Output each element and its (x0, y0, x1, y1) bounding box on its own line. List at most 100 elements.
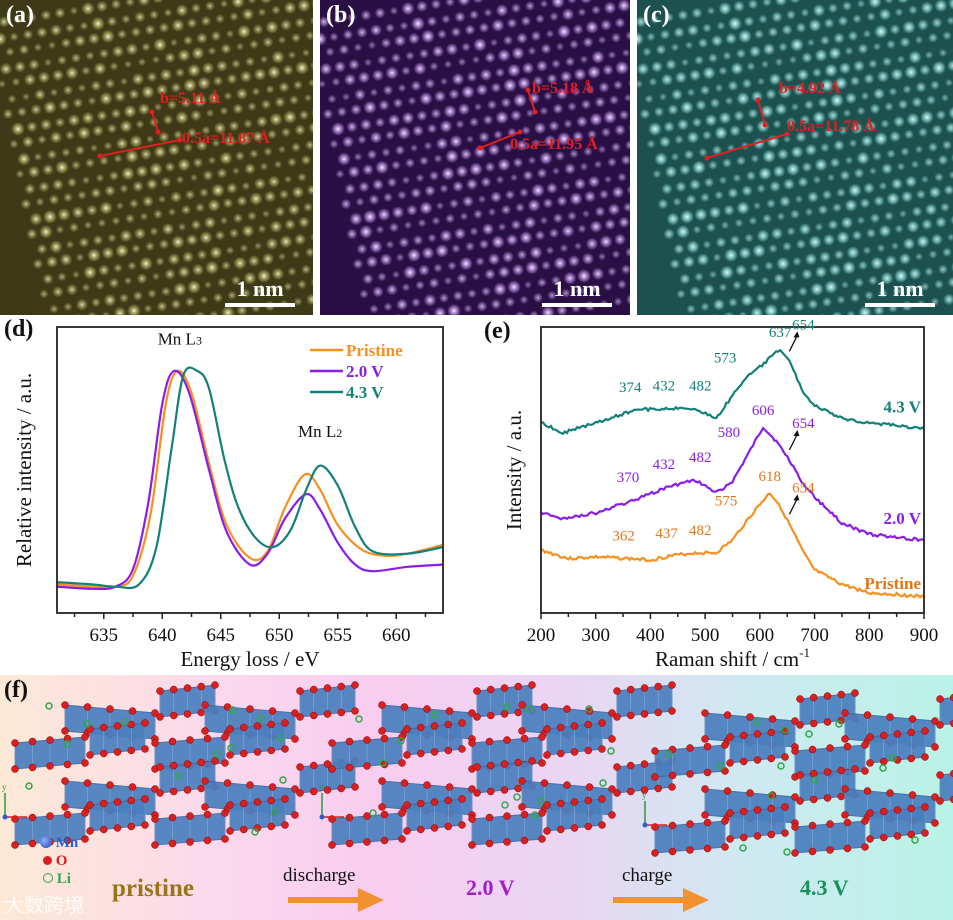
atom-column (856, 106, 866, 116)
o-atom (893, 806, 902, 814)
o-atom (378, 803, 386, 811)
o-atom (127, 822, 135, 831)
atom-column (824, 280, 838, 294)
atom-column (329, 32, 339, 42)
o-atom (63, 810, 72, 819)
atom-column (297, 172, 307, 182)
atom-column (110, 0, 122, 10)
atom-column (600, 19, 612, 31)
atom-column (823, 127, 835, 138)
atom-column (483, 8, 493, 18)
atom-column (409, 143, 419, 153)
o-atom (921, 753, 929, 761)
atom-column (878, 288, 888, 298)
atom-column (363, 209, 377, 224)
atom-column (639, 108, 651, 120)
atom-column (236, 304, 248, 315)
atom-column (587, 175, 601, 188)
o-atom (726, 835, 734, 843)
atom-column (277, 252, 287, 261)
atom-column (789, 0, 801, 4)
o-atom (866, 835, 874, 843)
atom-column (329, 139, 339, 149)
atom-column (727, 187, 739, 199)
atom-column (125, 213, 135, 224)
atom-column (711, 313, 719, 315)
atom-column (341, 92, 351, 101)
li-atom (835, 720, 843, 728)
atom-column (603, 1, 617, 15)
atom-column (665, 58, 677, 71)
atom-column (49, 88, 59, 97)
atom-column (898, 252, 912, 265)
atom-column (57, 272, 67, 282)
atom-column (145, 135, 155, 144)
arrow-head (532, 109, 538, 115)
atom-column (827, 219, 839, 231)
o-atom (514, 682, 522, 691)
atom-column (782, 241, 792, 252)
o-atom (701, 709, 709, 717)
atom-column (389, 6, 399, 16)
atom-column (97, 218, 107, 228)
atom-column (30, 103, 42, 116)
atom-column (429, 61, 439, 71)
atom-column (561, 224, 575, 238)
atom-column (393, 34, 407, 47)
o-atom (83, 703, 92, 711)
y-axis-letter: y (319, 782, 324, 792)
o-atom (514, 708, 522, 717)
atom-column (493, 129, 503, 140)
atom-column (459, 256, 473, 271)
atom-column (906, 284, 916, 294)
atom-column (439, 183, 449, 194)
o-atom (936, 771, 944, 779)
o-atom (598, 745, 606, 753)
atom-column (807, 298, 819, 310)
atom-column (892, 286, 902, 296)
atom-column (765, 88, 777, 100)
atom-column (924, 157, 934, 168)
atom-column (532, 292, 544, 303)
atom-column (266, 129, 278, 140)
atom-column (394, 145, 406, 156)
atom-column (241, 288, 251, 298)
atom-column (399, 21, 409, 31)
atom-column (259, 55, 269, 64)
atom-column (872, 42, 882, 51)
atom-column (99, 155, 109, 166)
atom-column (559, 243, 569, 253)
atom-column (703, 177, 715, 188)
atom-column (920, 175, 930, 184)
atom-column (71, 160, 81, 171)
o-atom (363, 838, 371, 846)
o-atom (310, 685, 318, 694)
atom-column (33, 43, 43, 52)
o-atom (563, 781, 571, 789)
scale-bar-line (225, 303, 295, 307)
o-atom (543, 751, 551, 759)
atom-column (893, 115, 905, 128)
atom-column (367, 41, 377, 50)
atom-column (673, 26, 685, 39)
atom-column (555, 87, 569, 100)
atom-column (158, 239, 170, 250)
atom-column (823, 17, 835, 29)
atom-column (63, 302, 73, 312)
atom-column (617, 172, 627, 182)
atom-column (372, 178, 384, 191)
atom-column (40, 118, 52, 131)
atom-column (290, 142, 302, 153)
atom-column (113, 263, 123, 273)
atom-column (863, 182, 875, 194)
atom-column (937, 154, 949, 166)
atom-column (356, 26, 368, 39)
atom-column (90, 187, 102, 199)
atom-column (466, 178, 478, 191)
o-atom (686, 846, 694, 854)
atom-column (516, 32, 528, 44)
atom-column (231, 0, 245, 9)
atom-column (356, 243, 368, 255)
o-atom (908, 791, 917, 799)
atom-column (607, 266, 617, 277)
